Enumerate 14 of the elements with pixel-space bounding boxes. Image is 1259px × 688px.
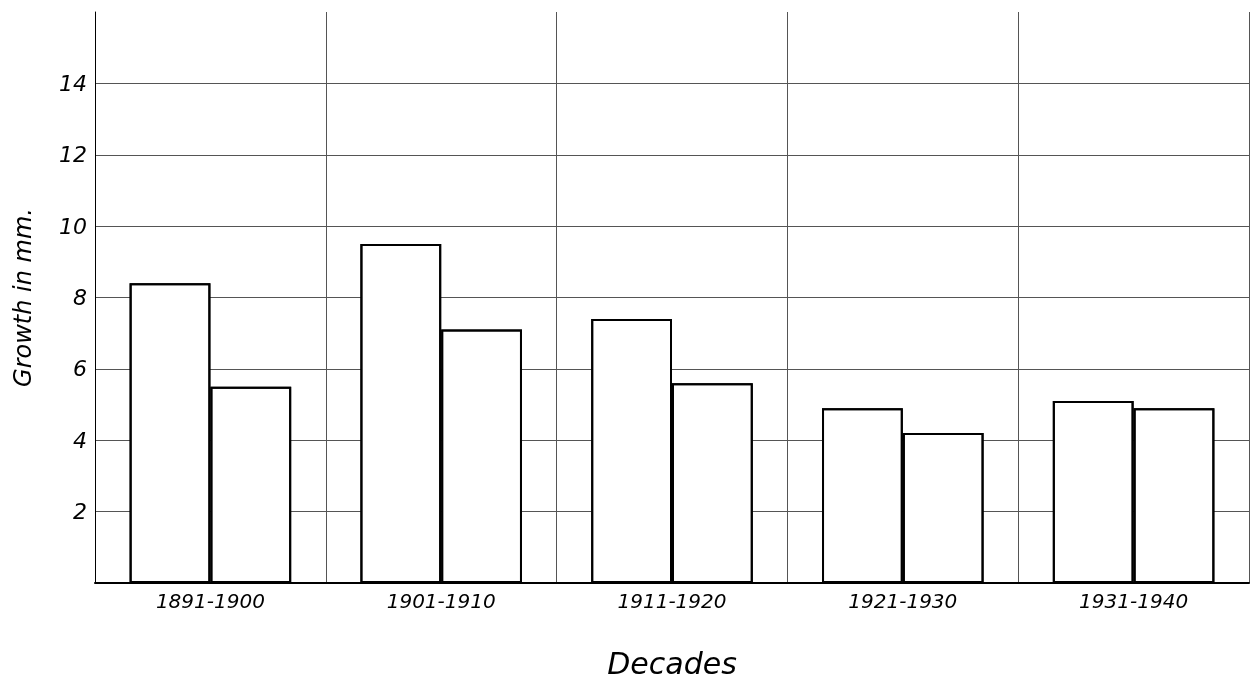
x-tick-label: 1911-1920 (617, 589, 727, 613)
y-tick-label: 8 (73, 285, 87, 310)
y-tick-label: 2 (73, 499, 87, 525)
y-tick-label: 14 (59, 70, 87, 96)
x-tick-label: 1931-1940 (1079, 589, 1189, 613)
y-tick-label: 6 (73, 356, 87, 382)
x-tick-label: 1901-1910 (386, 589, 496, 613)
y-axis-title: Growth in mm. (9, 208, 37, 387)
x-axis-title: Decades (607, 645, 737, 681)
x-tick-label: 1891-1900 (155, 589, 265, 613)
y-tick-label: 4 (73, 427, 87, 453)
y-tick-label: 10 (59, 213, 87, 239)
y-tick-label: 12 (59, 142, 87, 168)
x-tick-label: 1921-1930 (848, 589, 958, 613)
